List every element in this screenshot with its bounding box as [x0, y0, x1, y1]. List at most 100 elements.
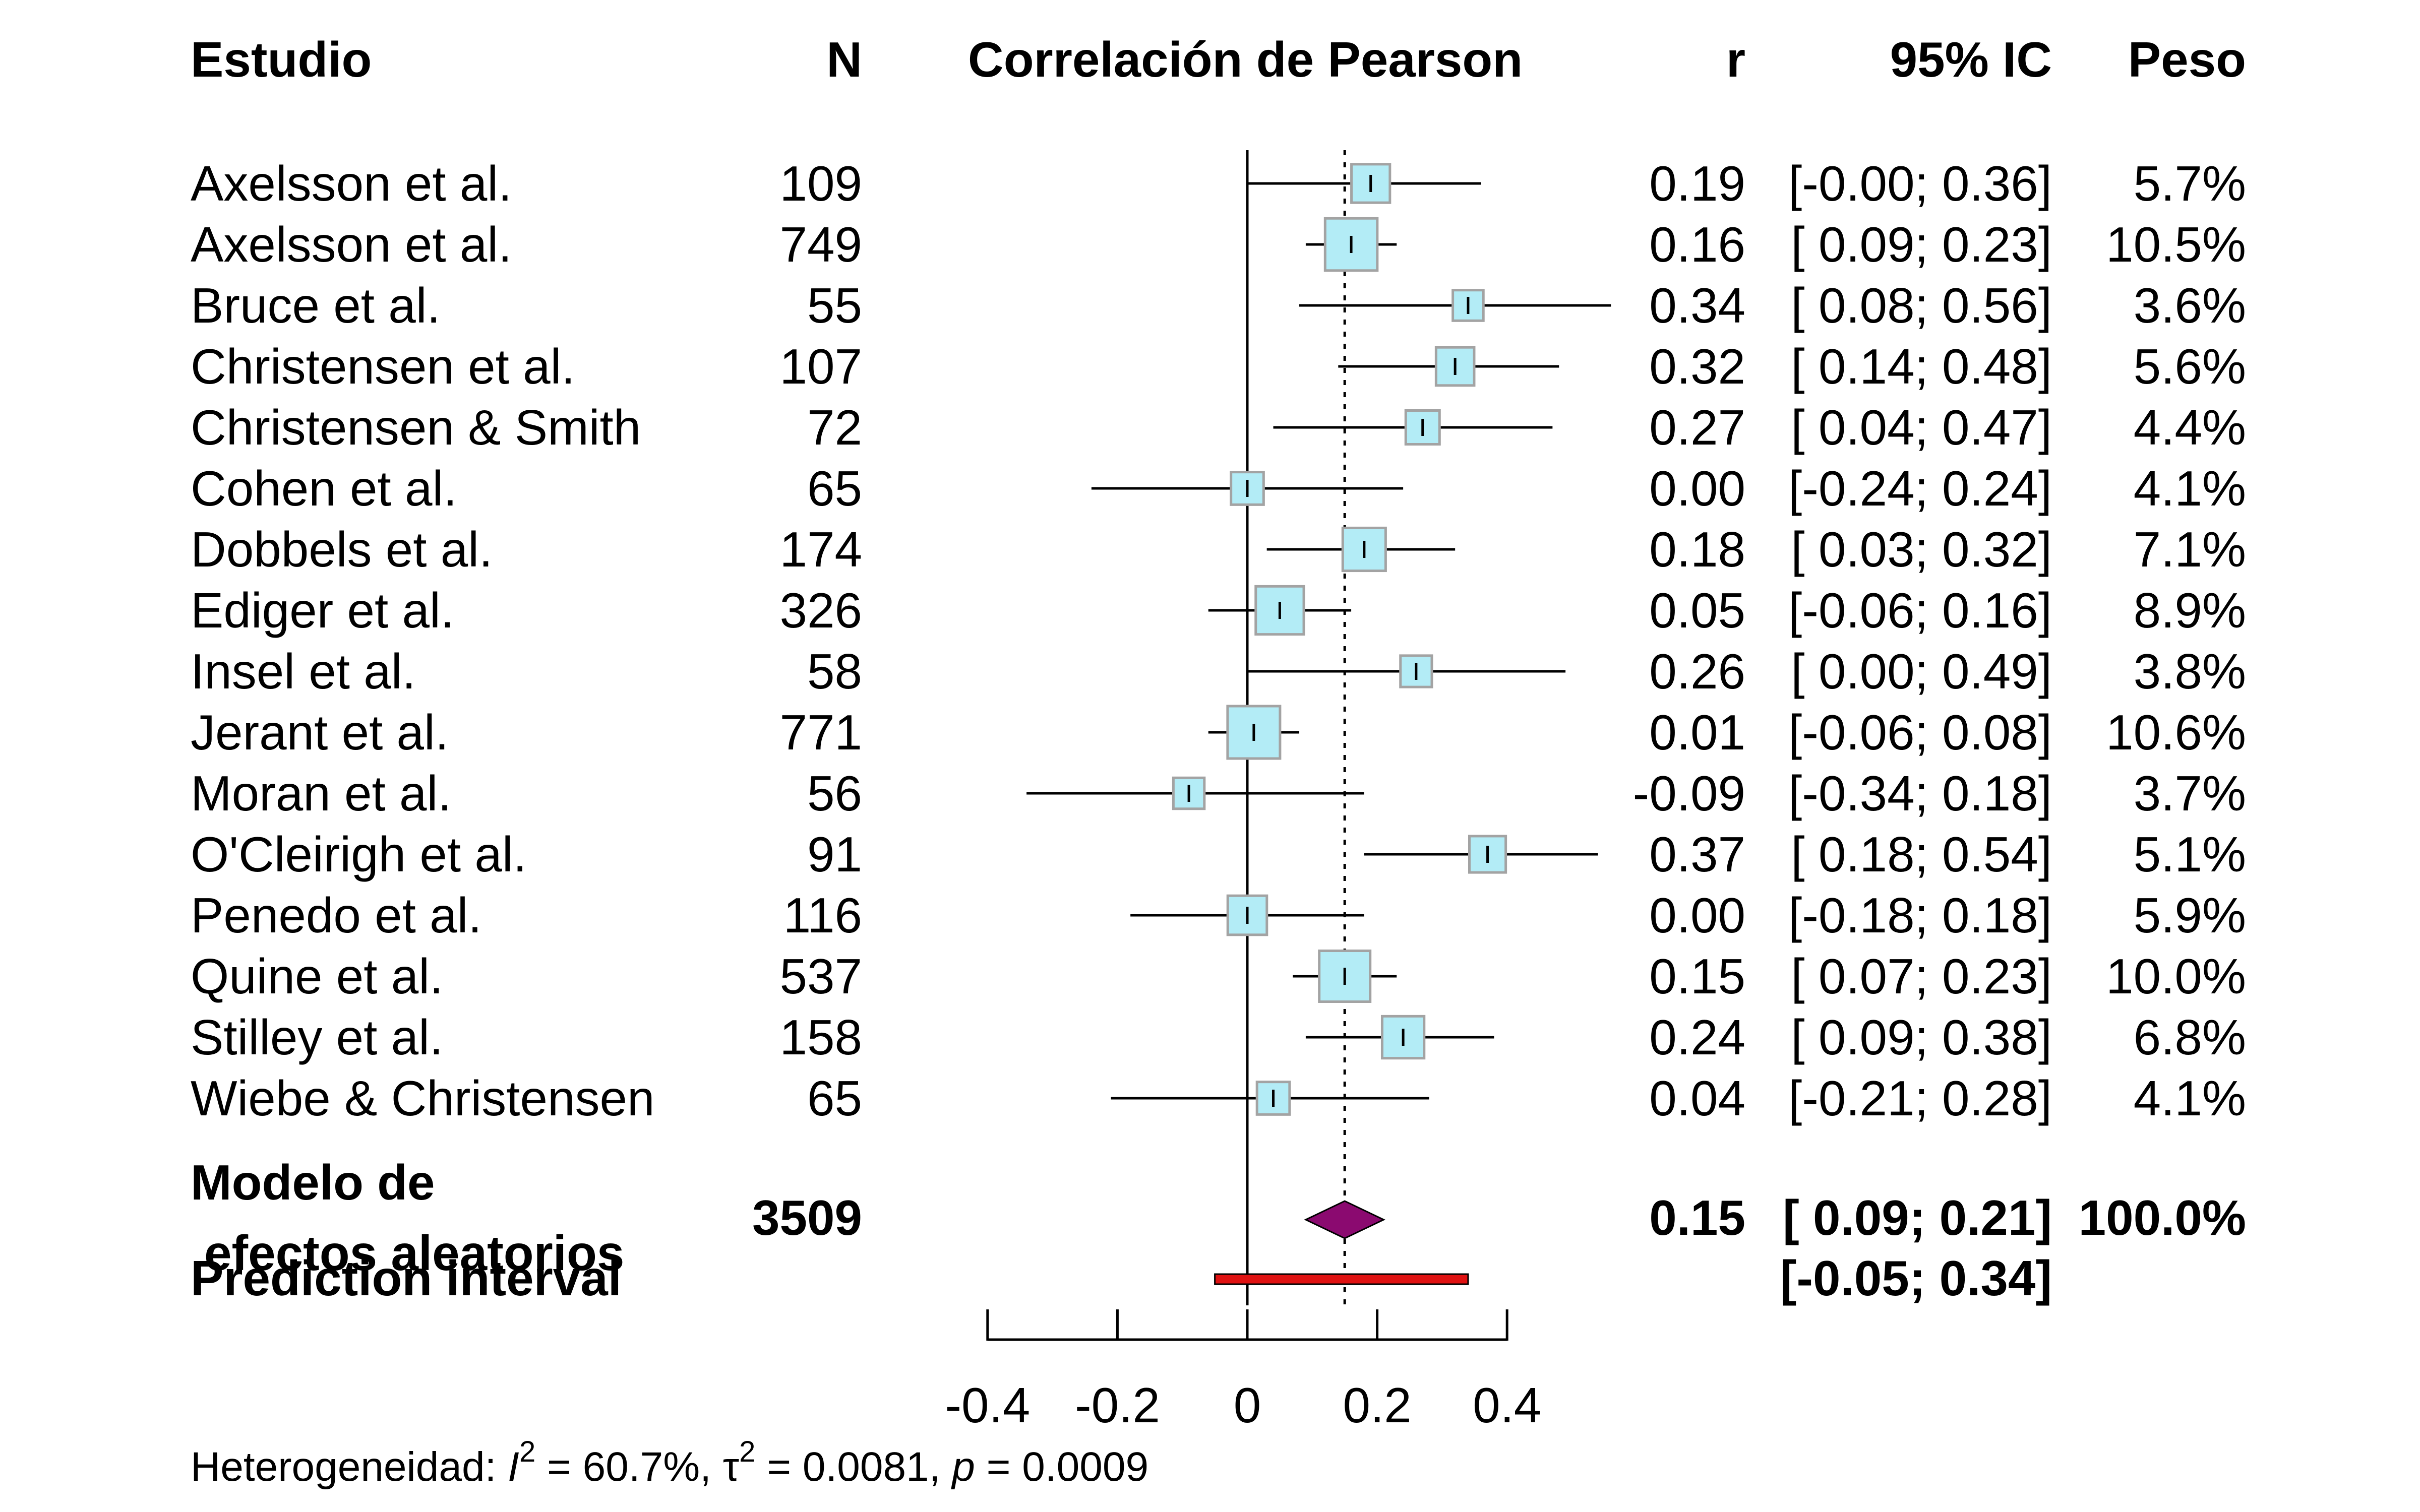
study-name: Axelsson et al. [191, 217, 512, 272]
study-weight: 10.6% [2106, 705, 2246, 760]
column-headers: Estudio N Correlación de Pearson r 95% I… [191, 32, 2246, 87]
study-row: Insel et al. 58 0.26 [ 0.00; 0.49] 3.8% [191, 644, 2246, 699]
x-axis: -0.4 -0.2 0 0.2 0.4 [945, 1309, 1541, 1433]
header-n: N [826, 32, 862, 87]
study-row: Dobbels et al. 174 0.18 [ 0.03; 0.32] 7.1% [191, 522, 2246, 577]
study-ci: [-0.00; 0.36] [1788, 156, 2052, 211]
x-tick-label: 0 [1234, 1377, 1261, 1433]
study-name: Axelsson et al. [191, 156, 512, 211]
study-effect-box [1350, 163, 1392, 204]
study-row: Jerant et al. 771 0.01 [-0.06; 0.08] 10.6% [191, 705, 2246, 760]
study-name: O'Cleirigh et al. [191, 827, 527, 882]
study-name: Wiebe & Christensen [191, 1070, 655, 1126]
study-row: Quine et al. 537 0.15 [ 0.07; 0.23] 10.0% [191, 949, 2246, 1004]
study-row: Christensen et al. 107 0.32 [ 0.14; 0.48] 5.… [191, 339, 2246, 394]
study-row: Axelsson et al. 749 0.16 [ 0.09; 0.23] 10.5% [191, 217, 2246, 272]
study-r: 0.34 [1649, 278, 1745, 333]
study-name: Moran et al. [191, 766, 451, 821]
study-weight: 3.6% [2134, 278, 2246, 333]
study-r: 0.18 [1649, 522, 1745, 577]
study-n: 91 [807, 827, 862, 882]
study-weight: 10.0% [2106, 949, 2246, 1004]
study-name: Stilley et al. [191, 1010, 443, 1065]
pooled-diamond [1304, 1200, 1385, 1239]
header-r: r [1726, 32, 1745, 87]
study-r: 0.01 [1649, 705, 1745, 760]
pooled-label-line1: Modelo de [191, 1155, 435, 1210]
study-r: 0.26 [1649, 644, 1745, 699]
study-r: 0.37 [1649, 827, 1745, 882]
study-ci: [-0.18; 0.18] [1788, 888, 2052, 943]
header-ci: 95% IC [1890, 32, 2052, 87]
study-weight: 6.8% [2134, 1010, 2246, 1065]
study-name: Quine et al. [191, 949, 443, 1004]
study-ci: [-0.06; 0.16] [1788, 583, 2052, 638]
study-ci: [ 0.14; 0.48] [1791, 339, 2052, 394]
study-n: 55 [807, 278, 862, 333]
study-ci: [ 0.04; 0.47] [1791, 400, 2052, 455]
study-ci: [-0.24; 0.24] [1788, 461, 2052, 516]
study-r: -0.09 [1633, 766, 1745, 821]
study-n: 174 [779, 522, 862, 577]
study-n: 749 [779, 217, 862, 272]
study-n: 326 [779, 583, 862, 638]
x-tick-label: -0.2 [1075, 1377, 1160, 1433]
study-weight: 3.7% [2134, 766, 2246, 821]
study-ci: [-0.21; 0.28] [1788, 1070, 2052, 1126]
study-row: Christensen & Smith 72 0.27 [ 0.04; 0.47] 4.… [191, 400, 2246, 455]
study-n: 56 [807, 766, 862, 821]
study-row: Ediger et al. 326 0.05 [-0.06; 0.16] 8.9% [191, 583, 2246, 638]
study-ci: [-0.34; 0.18] [1788, 766, 2052, 821]
header-plot-title: Correlación de Pearson [968, 32, 1523, 87]
study-r: 0.24 [1649, 1010, 1745, 1065]
study-r: 0.00 [1649, 888, 1745, 943]
study-name: Bruce et al. [191, 278, 441, 333]
study-weight: 5.7% [2134, 156, 2246, 211]
study-r: 0.27 [1649, 400, 1745, 455]
study-ci: [-0.06; 0.08] [1788, 705, 2052, 760]
study-weight: 10.5% [2106, 217, 2246, 272]
prediction-ci: [-0.05; 0.34] [1780, 1250, 2052, 1306]
study-n: 65 [807, 1070, 862, 1126]
study-weight: 8.9% [2134, 583, 2246, 638]
study-effect-box [1230, 471, 1265, 506]
study-weight: 7.1% [2134, 522, 2246, 577]
study-n: 116 [783, 888, 862, 943]
study-weight: 4.1% [2134, 461, 2246, 516]
study-row: Penedo et al. 116 0.00 [-0.18; 0.18] 5.9% [191, 888, 2246, 943]
pooled-r: 0.15 [1649, 1190, 1745, 1245]
study-ci: [ 0.03; 0.32] [1791, 522, 2052, 577]
header-weight: Peso [2128, 32, 2246, 87]
study-r: 0.19 [1649, 156, 1745, 211]
study-r: 0.15 [1649, 949, 1745, 1004]
study-n: 107 [779, 339, 862, 394]
x-tick-label: 0.2 [1343, 1377, 1411, 1433]
study-effect-box [1341, 526, 1387, 573]
x-tick-label: -0.4 [945, 1377, 1030, 1433]
study-weight: 5.1% [2134, 827, 2246, 882]
study-ci: [ 0.00; 0.49] [1791, 644, 2052, 699]
study-name: Cohen et al. [191, 461, 457, 516]
study-name: Christensen & Smith [191, 400, 641, 455]
study-r: 0.04 [1649, 1070, 1745, 1126]
study-name: Christensen et al. [191, 339, 575, 394]
study-weight: 5.9% [2134, 888, 2246, 943]
study-ci: [ 0.08; 0.56] [1791, 278, 2052, 333]
study-name: Penedo et al. [191, 888, 482, 943]
study-name: Jerant et al. [191, 705, 449, 760]
study-n: 537 [779, 949, 862, 1004]
study-row: Stilley et al. 158 0.24 [ 0.09; 0.38] 6.8% [191, 1010, 2246, 1065]
header-study: Estudio [191, 32, 372, 87]
study-row: Axelsson et al. 109 0.19 [-0.00; 0.36] 5.7% [191, 156, 2246, 211]
study-row: Wiebe & Christensen 65 0.04 [-0.21; 0.28] 4.… [191, 1070, 2246, 1126]
study-r: 0.32 [1649, 339, 1745, 394]
pooled-ci: [ 0.09; 0.21] [1783, 1190, 2052, 1245]
study-n: 158 [779, 1010, 862, 1065]
study-r: 0.05 [1649, 583, 1745, 638]
study-row: Bruce et al. 55 0.34 [ 0.08; 0.56] 3.6% [191, 278, 2246, 333]
study-r: 0.00 [1649, 461, 1745, 516]
pooled-row: Modelo de efectos aleatorios 3509 0.15 [… [191, 1155, 2246, 1281]
study-row: O'Cleirigh et al. 91 0.37 [ 0.18; 0.54] 5.1% [191, 827, 2246, 882]
study-n: 771 [779, 705, 862, 760]
